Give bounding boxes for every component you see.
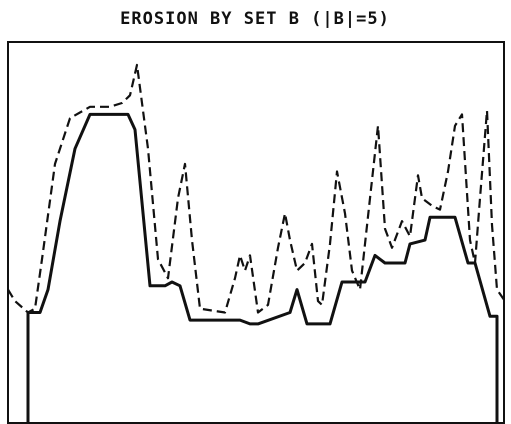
chart-title: EROSION BY SET B (|B|=5) <box>120 9 390 29</box>
original-signal <box>7 63 506 314</box>
eroded-signal <box>26 112 499 423</box>
plot-frame <box>7 41 505 424</box>
